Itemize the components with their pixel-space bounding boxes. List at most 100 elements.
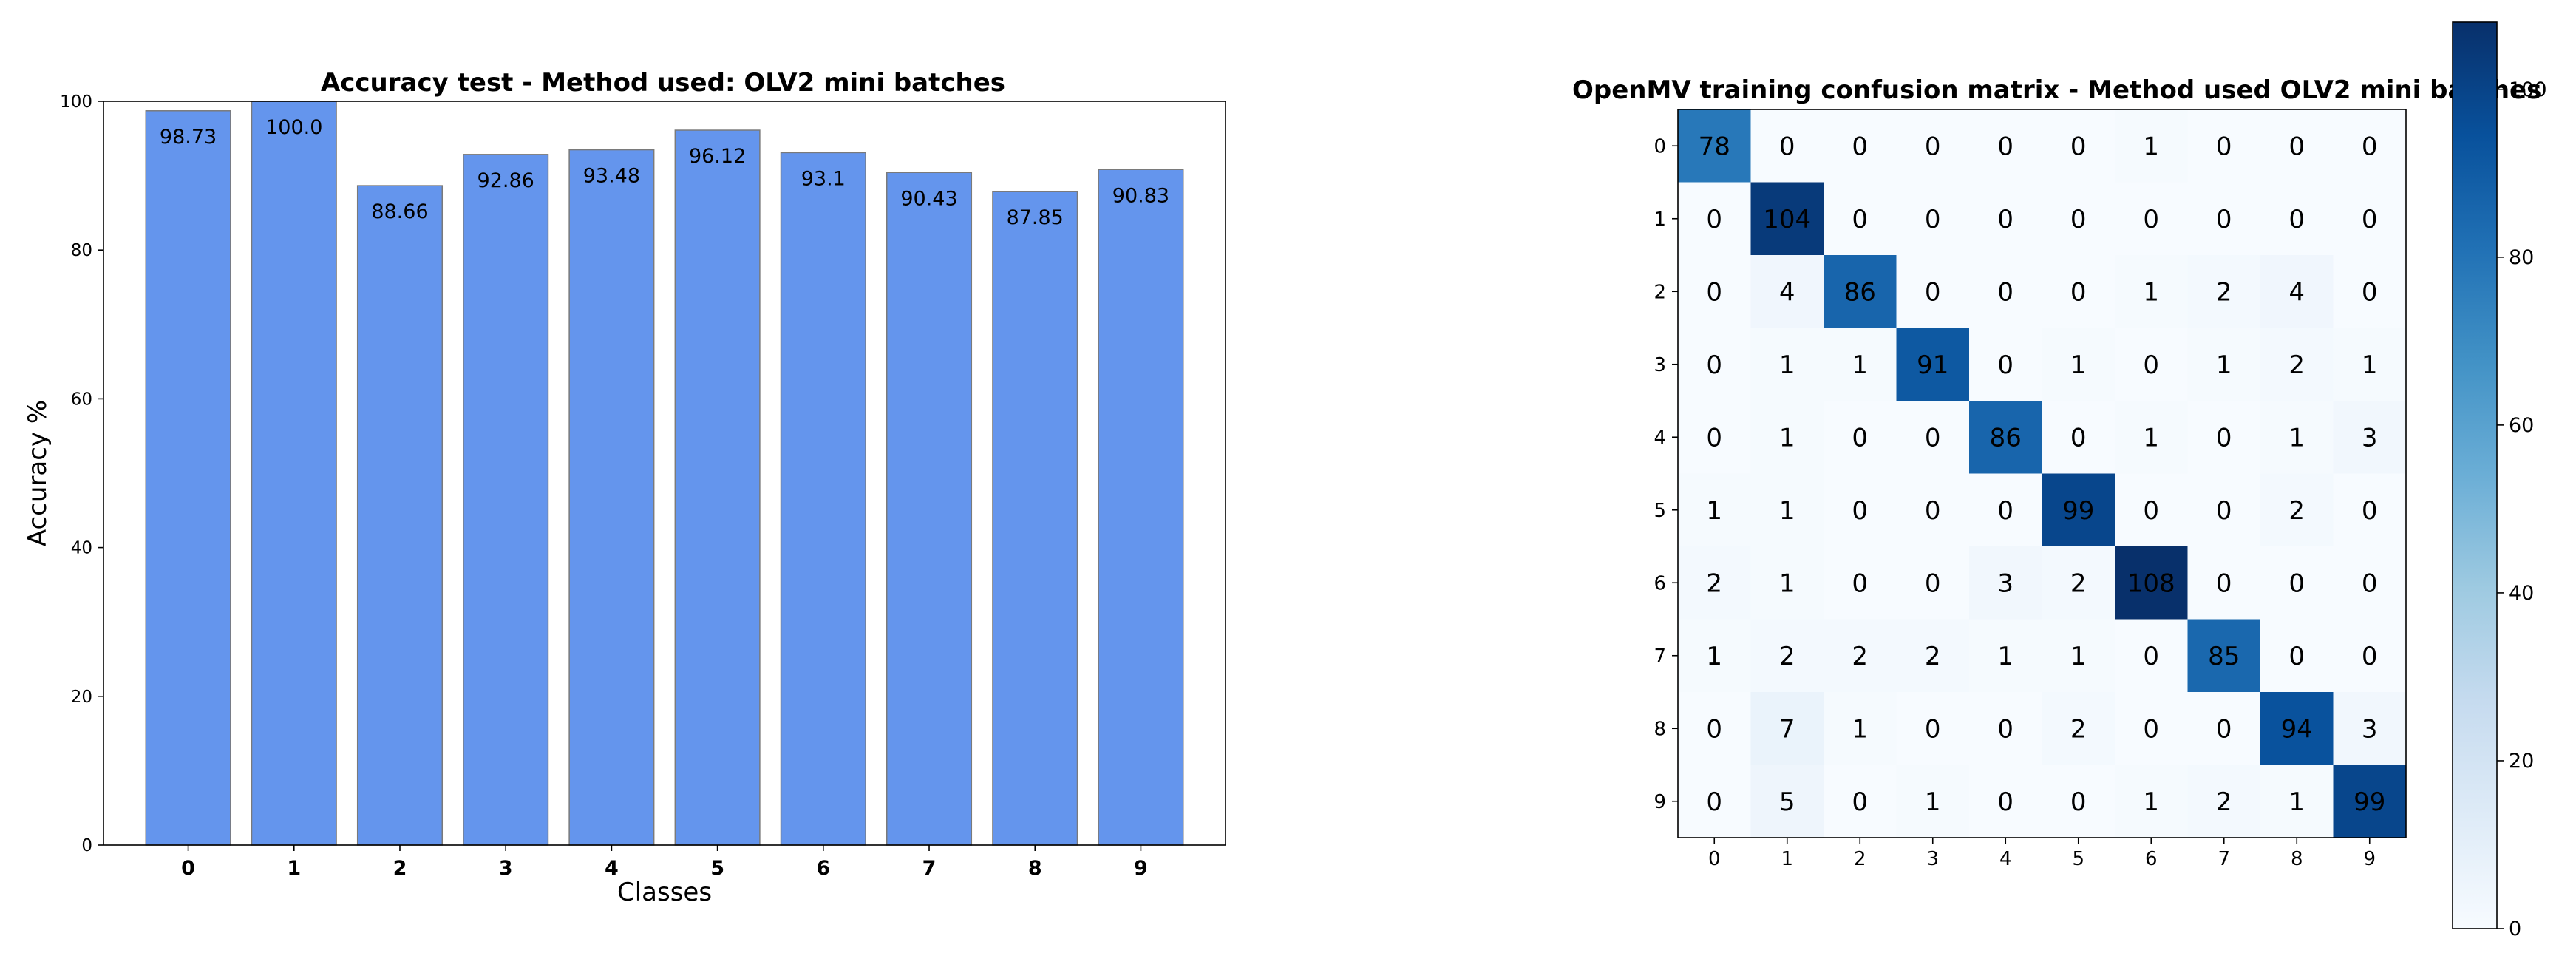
confusion-cell: [1678, 182, 1751, 256]
confusion-cell: [1896, 328, 1970, 401]
confusion-cell: [1896, 692, 1970, 765]
confusion-cell: [1678, 473, 1751, 547]
confusion-cell: [2042, 255, 2115, 328]
cm-y-tick-label: 9: [1654, 791, 1666, 813]
confusion-cell-value: 1: [1779, 569, 1795, 598]
bar-class-7: [886, 172, 973, 846]
confusion-cell-value: 0: [2216, 714, 2232, 744]
confusion-cell: [1750, 182, 1824, 256]
confusion-cell-value: 1: [1997, 642, 2013, 671]
cm-y-tick-label: 8: [1654, 718, 1666, 740]
confusion-cell-value: 0: [1997, 132, 2013, 161]
confusion-matrix-title: OpenMV training confusion matrix - Metho…: [1572, 75, 2541, 105]
confusion-cell: [2333, 328, 2407, 401]
confusion-cell: [2260, 255, 2334, 328]
cm-y-tick-label: 1: [1654, 209, 1666, 231]
confusion-cell-value: 1: [1779, 496, 1795, 526]
confusion-cell-value: 4: [1779, 277, 1795, 307]
confusion-cell: [2115, 328, 2188, 401]
confusion-cell: [2042, 328, 2115, 401]
confusion-cell: [1824, 109, 1897, 183]
cm-y-tick-label: 3: [1654, 354, 1666, 376]
confusion-cell-value: 5: [1779, 787, 1795, 817]
cm-x-tick-label: 1: [1781, 848, 1793, 870]
confusion-cell-value: 4: [2288, 277, 2305, 307]
confusion-matrix-cell-labels: 78 0 0 0 0 0 1 0 0 0 0 104 0 0 0 0 0 0 0 0 0 4 86 0 0 0 1 2 4 0 0 1 1 91 0…: [1699, 132, 2386, 817]
bar-y-tick-label: 40: [71, 539, 92, 558]
confusion-cell: [2187, 109, 2261, 183]
confusion-cell: [1750, 473, 1824, 547]
confusion-cell-value: 0: [2070, 205, 2087, 234]
confusion-cell: [1750, 255, 1824, 328]
confusion-cell: [2260, 765, 2334, 838]
bar-x-tick-label: 8: [1028, 857, 1042, 880]
confusion-cell: [2115, 401, 2188, 474]
confusion-cell: [1824, 765, 1897, 838]
confusion-cell: [2333, 546, 2407, 620]
confusion-cell-value: 0: [1997, 787, 2013, 817]
confusion-cell: [2042, 692, 2115, 765]
confusion-cell: [1824, 546, 1897, 620]
confusion-cell-value: 0: [2362, 496, 2378, 526]
confusion-cell-value: 2: [2070, 714, 2087, 744]
confusion-cell-value: 0: [2070, 787, 2087, 817]
confusion-cell-value: 0: [2216, 423, 2232, 452]
confusion-cell-value: 0: [2216, 132, 2232, 161]
confusion-cell-value: 2: [2216, 787, 2232, 817]
confusion-cell: [2333, 692, 2407, 765]
confusion-cell-value: 86: [1990, 423, 2022, 452]
colorbar-tick-label: 40: [2509, 582, 2534, 605]
confusion-cell-value: 2: [2288, 350, 2305, 380]
confusion-cell: [2333, 473, 2407, 547]
confusion-cell: [1678, 255, 1751, 328]
confusion-cell-value: 0: [1706, 205, 1722, 234]
confusion-cell-value: 0: [2288, 642, 2305, 671]
confusion-cell-value: 0: [1925, 205, 1941, 234]
confusion-cell: [2333, 619, 2407, 693]
confusion-cell-value: 3: [2362, 714, 2378, 744]
bar-value-label-5: 96.12: [689, 145, 746, 168]
confusion-cell: [1750, 109, 1824, 183]
confusion-cell-value: 0: [2216, 205, 2232, 234]
confusion-cell-value: 0: [1925, 496, 1941, 526]
confusion-cell: [2187, 255, 2261, 328]
confusion-cell: [2042, 473, 2115, 547]
confusion-cell: [1750, 765, 1824, 838]
confusion-cell: [2260, 546, 2334, 620]
confusion-cell-value: 0: [1997, 714, 2013, 744]
confusion-cell: [1824, 182, 1897, 256]
colorbar-ticks: 0 20 40 60 80 100: [2497, 78, 2547, 940]
confusion-cell-value: 3: [2362, 423, 2378, 452]
confusion-cell-value: 0: [1925, 714, 1941, 744]
bar-value-label-0: 98.73: [160, 126, 217, 149]
confusion-cell-value: 0: [2288, 569, 2305, 598]
confusion-cell-value: 91: [1917, 350, 1948, 380]
confusion-cell-value: 0: [2070, 423, 2087, 452]
confusion-cell: [2260, 182, 2334, 256]
confusion-cell: [2042, 765, 2115, 838]
confusion-cell-value: 0: [1997, 496, 2013, 526]
confusion-cell-value: 0: [1925, 132, 1941, 161]
confusion-cell: [1824, 328, 1897, 401]
colorbar-tick-label: 100: [2509, 78, 2547, 101]
confusion-cell: [1824, 473, 1897, 547]
cm-x-tick-label: 8: [2291, 848, 2303, 870]
cm-y-tick-label: 6: [1654, 572, 1666, 594]
confusion-cell-value: 1: [1779, 350, 1795, 380]
confusion-cell-value: 1: [2288, 787, 2305, 817]
confusion-cell: [1678, 619, 1751, 693]
confusion-cell: [2187, 328, 2261, 401]
confusion-cell-value: 0: [1706, 277, 1722, 307]
confusion-cell-value: 0: [1852, 423, 1868, 452]
bar-class-2: [356, 185, 444, 846]
cm-x-tick-label: 3: [1926, 848, 1939, 870]
confusion-cell: [1824, 692, 1897, 765]
confusion-cell: [1750, 401, 1824, 474]
confusion-cell-value: 1: [1706, 496, 1722, 526]
confusion-cell-value: 0: [1997, 277, 2013, 307]
confusion-cell-value: 0: [2362, 277, 2378, 307]
confusion-cell-value: 0: [2070, 277, 2087, 307]
confusion-cell-value: 1: [2216, 350, 2232, 380]
confusion-cell-value: 0: [1925, 423, 1941, 452]
confusion-cell-value: 0: [2288, 205, 2305, 234]
